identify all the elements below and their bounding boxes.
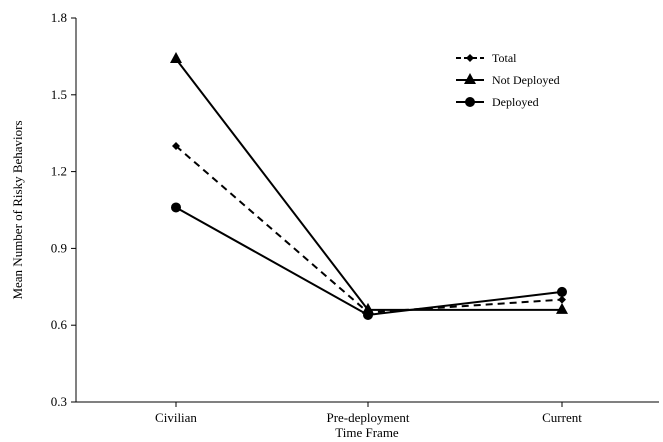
x-tick-label: Current [542, 410, 582, 425]
legend-marker-not-deployed [464, 73, 476, 84]
legend-label-deployed: Deployed [492, 95, 539, 109]
y-tick-label: 0.6 [51, 317, 68, 332]
axes [75, 18, 659, 403]
series-total [172, 142, 566, 317]
x-axis-title: Time Frame [335, 425, 399, 440]
y-tick-label: 1.2 [51, 164, 67, 179]
x-tick-label: Pre-deployment [326, 410, 409, 425]
data-point-deployed [557, 286, 567, 297]
y-ticks: 0.3 0.6 0.9 1.2 1.5 1.8 [51, 10, 76, 409]
series-not-deployed [170, 51, 568, 314]
x-ticks: Civilian Pre-deployment Current [155, 402, 582, 425]
data-point-deployed [363, 309, 373, 320]
legend-marker-deployed [465, 97, 475, 107]
y-tick-label: 1.8 [51, 10, 67, 25]
series-line-total [175, 145, 563, 314]
y-tick-label: 0.3 [51, 394, 67, 409]
legend-item-total: Total [456, 51, 517, 65]
legend-item-not-deployed: Not Deployed [456, 73, 560, 87]
series-deployed [171, 202, 567, 320]
data-point-total [172, 142, 180, 150]
legend-marker-total [466, 54, 474, 62]
data-point-deployed [171, 202, 181, 213]
y-tick-label: 0.9 [51, 240, 67, 255]
y-tick-label: 1.5 [51, 87, 67, 102]
legend-item-deployed: Deployed [456, 95, 539, 109]
data-point-not-deployed [556, 302, 568, 314]
data-point-total [558, 295, 566, 304]
data-point-not-deployed [170, 51, 182, 63]
legend: Total Not Deployed Deployed [456, 51, 560, 109]
series-layer [170, 51, 568, 320]
x-tick-label: Civilian [155, 410, 197, 425]
y-axis-title: Mean Number of Risky Behaviors [10, 120, 25, 299]
legend-label-total: Total [492, 51, 517, 65]
series-line-deployed [175, 206, 563, 316]
legend-label-not-deployed: Not Deployed [492, 73, 560, 87]
